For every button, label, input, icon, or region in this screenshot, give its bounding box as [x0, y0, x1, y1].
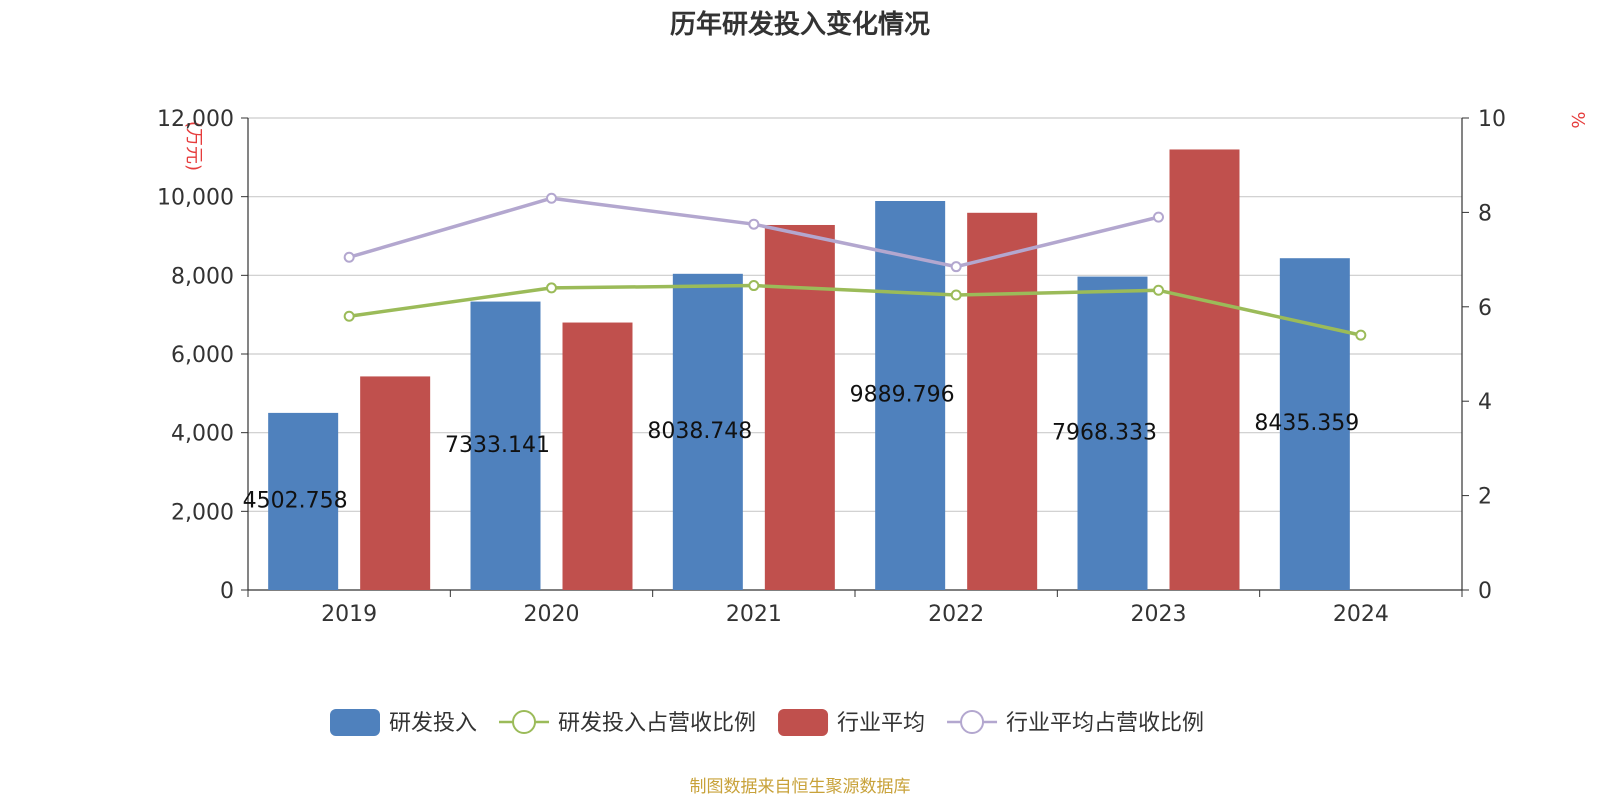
left-tick-label: 6,000 — [171, 343, 234, 368]
left-tick-label: 8,000 — [171, 264, 234, 289]
right-tick-label: 6 — [1478, 296, 1492, 321]
legend-marker-1 — [512, 710, 537, 734]
data-label: 8435.359 — [1254, 411, 1359, 436]
lines — [343, 192, 1367, 341]
line-point-1 — [950, 289, 962, 301]
line-point-1 — [343, 310, 355, 322]
right-tick-label: 4 — [1478, 390, 1492, 415]
bar-industry-2023 — [1169, 149, 1240, 590]
line-series-1 — [348, 283, 1362, 337]
legend-marker-3 — [960, 710, 985, 734]
line-point-3 — [343, 251, 355, 263]
bar-industry-2022 — [967, 212, 1038, 590]
bars — [268, 149, 1350, 591]
legend-label-3: 行业平均占营收比例 — [1006, 711, 1204, 736]
bar-rd-2022 — [875, 201, 946, 591]
axes: 0 2,000 4,000 6,000 8,000 10,000 12,000 0 2 4 6 8 10… — [157, 107, 1506, 627]
legend-label-2: 行业平均 — [837, 711, 925, 736]
x-tick-label: 2021 — [726, 602, 782, 627]
line-point-3 — [950, 261, 962, 273]
right-tick-label: 2 — [1478, 485, 1492, 510]
left-tick-label: 2,000 — [171, 500, 234, 525]
bar-industry-2021 — [764, 224, 835, 590]
right-tick-label: 0 — [1478, 579, 1492, 604]
right-axis-unit: % — [1567, 111, 1588, 128]
right-tick-label: 10 — [1478, 107, 1506, 132]
bar-industry-2019 — [360, 376, 431, 590]
line-point-1 — [1355, 329, 1367, 341]
x-tick-label: 2023 — [1131, 602, 1187, 627]
left-tick-label: 4,000 — [171, 422, 234, 447]
grid-lines — [248, 117, 1462, 512]
line-point-1 — [1153, 284, 1164, 296]
x-tick-label: 2022 — [928, 602, 984, 627]
right-tick-label: 8 — [1478, 201, 1492, 226]
data-labels: 4502.758 7333.141 8038.748 9889.796 7968.333… — [243, 383, 1360, 514]
left-tick-label: 10,000 — [157, 186, 234, 211]
line-point-3 — [546, 192, 557, 204]
bar-industry-2020 — [562, 322, 633, 590]
bar-rd-2023 — [1077, 276, 1148, 590]
data-label: 4502.758 — [243, 488, 348, 513]
chart-title: 历年研发投入变化情况 — [670, 9, 930, 40]
legend-swatch-0 — [330, 709, 380, 736]
line-point-3 — [1153, 211, 1164, 223]
legend-swatch-2 — [778, 709, 829, 736]
x-tick-label: 2019 — [321, 602, 377, 627]
data-label: 8038.748 — [647, 419, 752, 444]
bar-rd-2024 — [1279, 258, 1350, 590]
data-label: 7968.333 — [1052, 420, 1157, 445]
line-point-3 — [748, 218, 760, 230]
x-tick-label: 2024 — [1333, 602, 1389, 627]
left-tick-label: 0 — [220, 579, 234, 604]
line-point-1 — [546, 282, 557, 294]
left-axis-unit: (万元) — [183, 121, 204, 171]
legend: 研发投入 研发投入占营收比例 行业平均 行业平均占营收比例 — [330, 709, 1204, 736]
left-tick-label: 12,000 — [157, 107, 234, 132]
bar-rd-2020 — [470, 301, 541, 590]
x-tick-label: 2020 — [524, 602, 580, 627]
data-label: 9889.796 — [850, 383, 955, 408]
legend-label-0: 研发投入 — [389, 711, 477, 736]
bar-rd-2019 — [268, 412, 339, 590]
line-point-1 — [748, 280, 760, 292]
data-label: 7333.141 — [445, 433, 550, 458]
source-note: 制图数据来自恒生聚源数据库 — [690, 777, 911, 797]
legend-label-1: 研发投入占营收比例 — [558, 711, 756, 736]
bar-rd-2021 — [672, 273, 743, 590]
